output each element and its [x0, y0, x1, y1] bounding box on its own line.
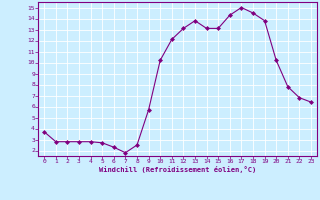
X-axis label: Windchill (Refroidissement éolien,°C): Windchill (Refroidissement éolien,°C) — [99, 166, 256, 173]
